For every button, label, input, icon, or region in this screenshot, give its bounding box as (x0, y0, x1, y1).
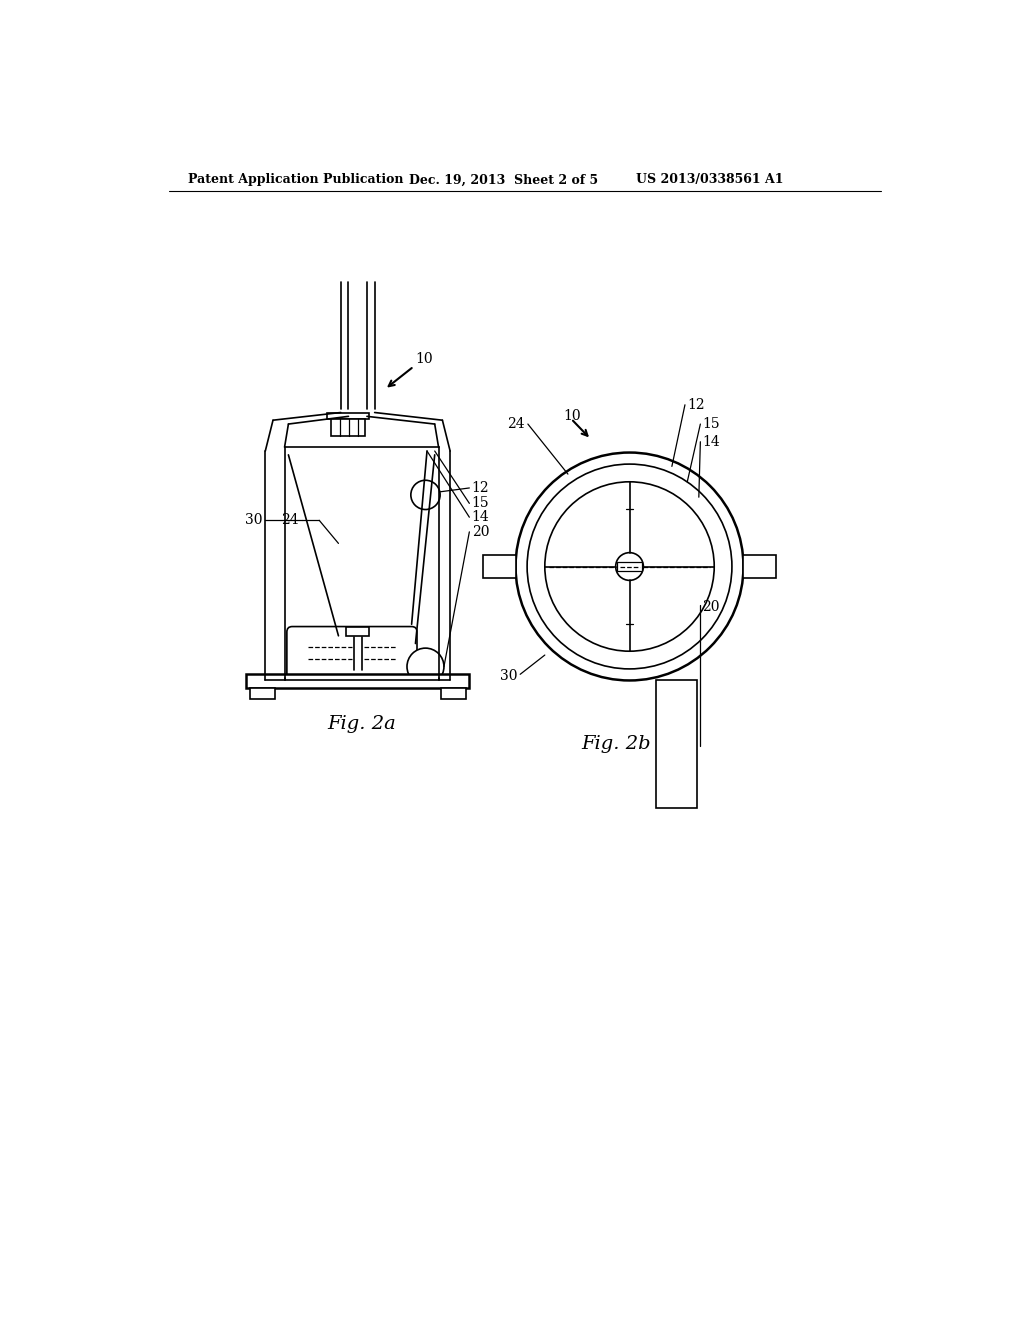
Bar (441, 688, 466, 700)
Text: 14: 14 (472, 511, 489, 524)
Text: US 2013/0338561 A1: US 2013/0338561 A1 (636, 173, 783, 186)
Circle shape (411, 480, 440, 510)
Text: 10: 10 (416, 351, 433, 366)
Bar (331, 418, 366, 436)
Circle shape (615, 553, 643, 581)
Text: 12: 12 (472, 480, 489, 495)
Bar (246, 675, 469, 688)
Circle shape (527, 465, 732, 669)
Bar (327, 413, 370, 418)
Bar (346, 627, 370, 636)
Bar (743, 554, 776, 578)
Text: 30: 30 (245, 513, 262, 527)
Text: Dec. 19, 2013  Sheet 2 of 5: Dec. 19, 2013 Sheet 2 of 5 (410, 173, 598, 186)
Text: 20: 20 (701, 599, 720, 614)
Circle shape (515, 453, 743, 681)
Text: 12: 12 (687, 397, 705, 412)
Text: 14: 14 (702, 434, 721, 449)
Bar (250, 688, 274, 700)
Text: 10: 10 (563, 409, 581, 424)
Text: 15: 15 (702, 417, 720, 432)
Text: 30: 30 (500, 669, 517, 682)
FancyBboxPatch shape (287, 627, 417, 680)
Circle shape (545, 482, 714, 651)
Text: 24: 24 (281, 513, 298, 527)
Bar (483, 554, 515, 578)
Text: 20: 20 (472, 525, 489, 539)
Bar (617, 562, 642, 572)
Text: Patent Application Publication: Patent Application Publication (188, 173, 403, 186)
Text: Fig. 2b: Fig. 2b (581, 735, 650, 752)
Text: 15: 15 (472, 496, 489, 511)
Text: Fig. 2a: Fig. 2a (327, 715, 395, 734)
Circle shape (407, 648, 444, 685)
Bar (656, 681, 696, 808)
Text: 24: 24 (507, 417, 524, 432)
